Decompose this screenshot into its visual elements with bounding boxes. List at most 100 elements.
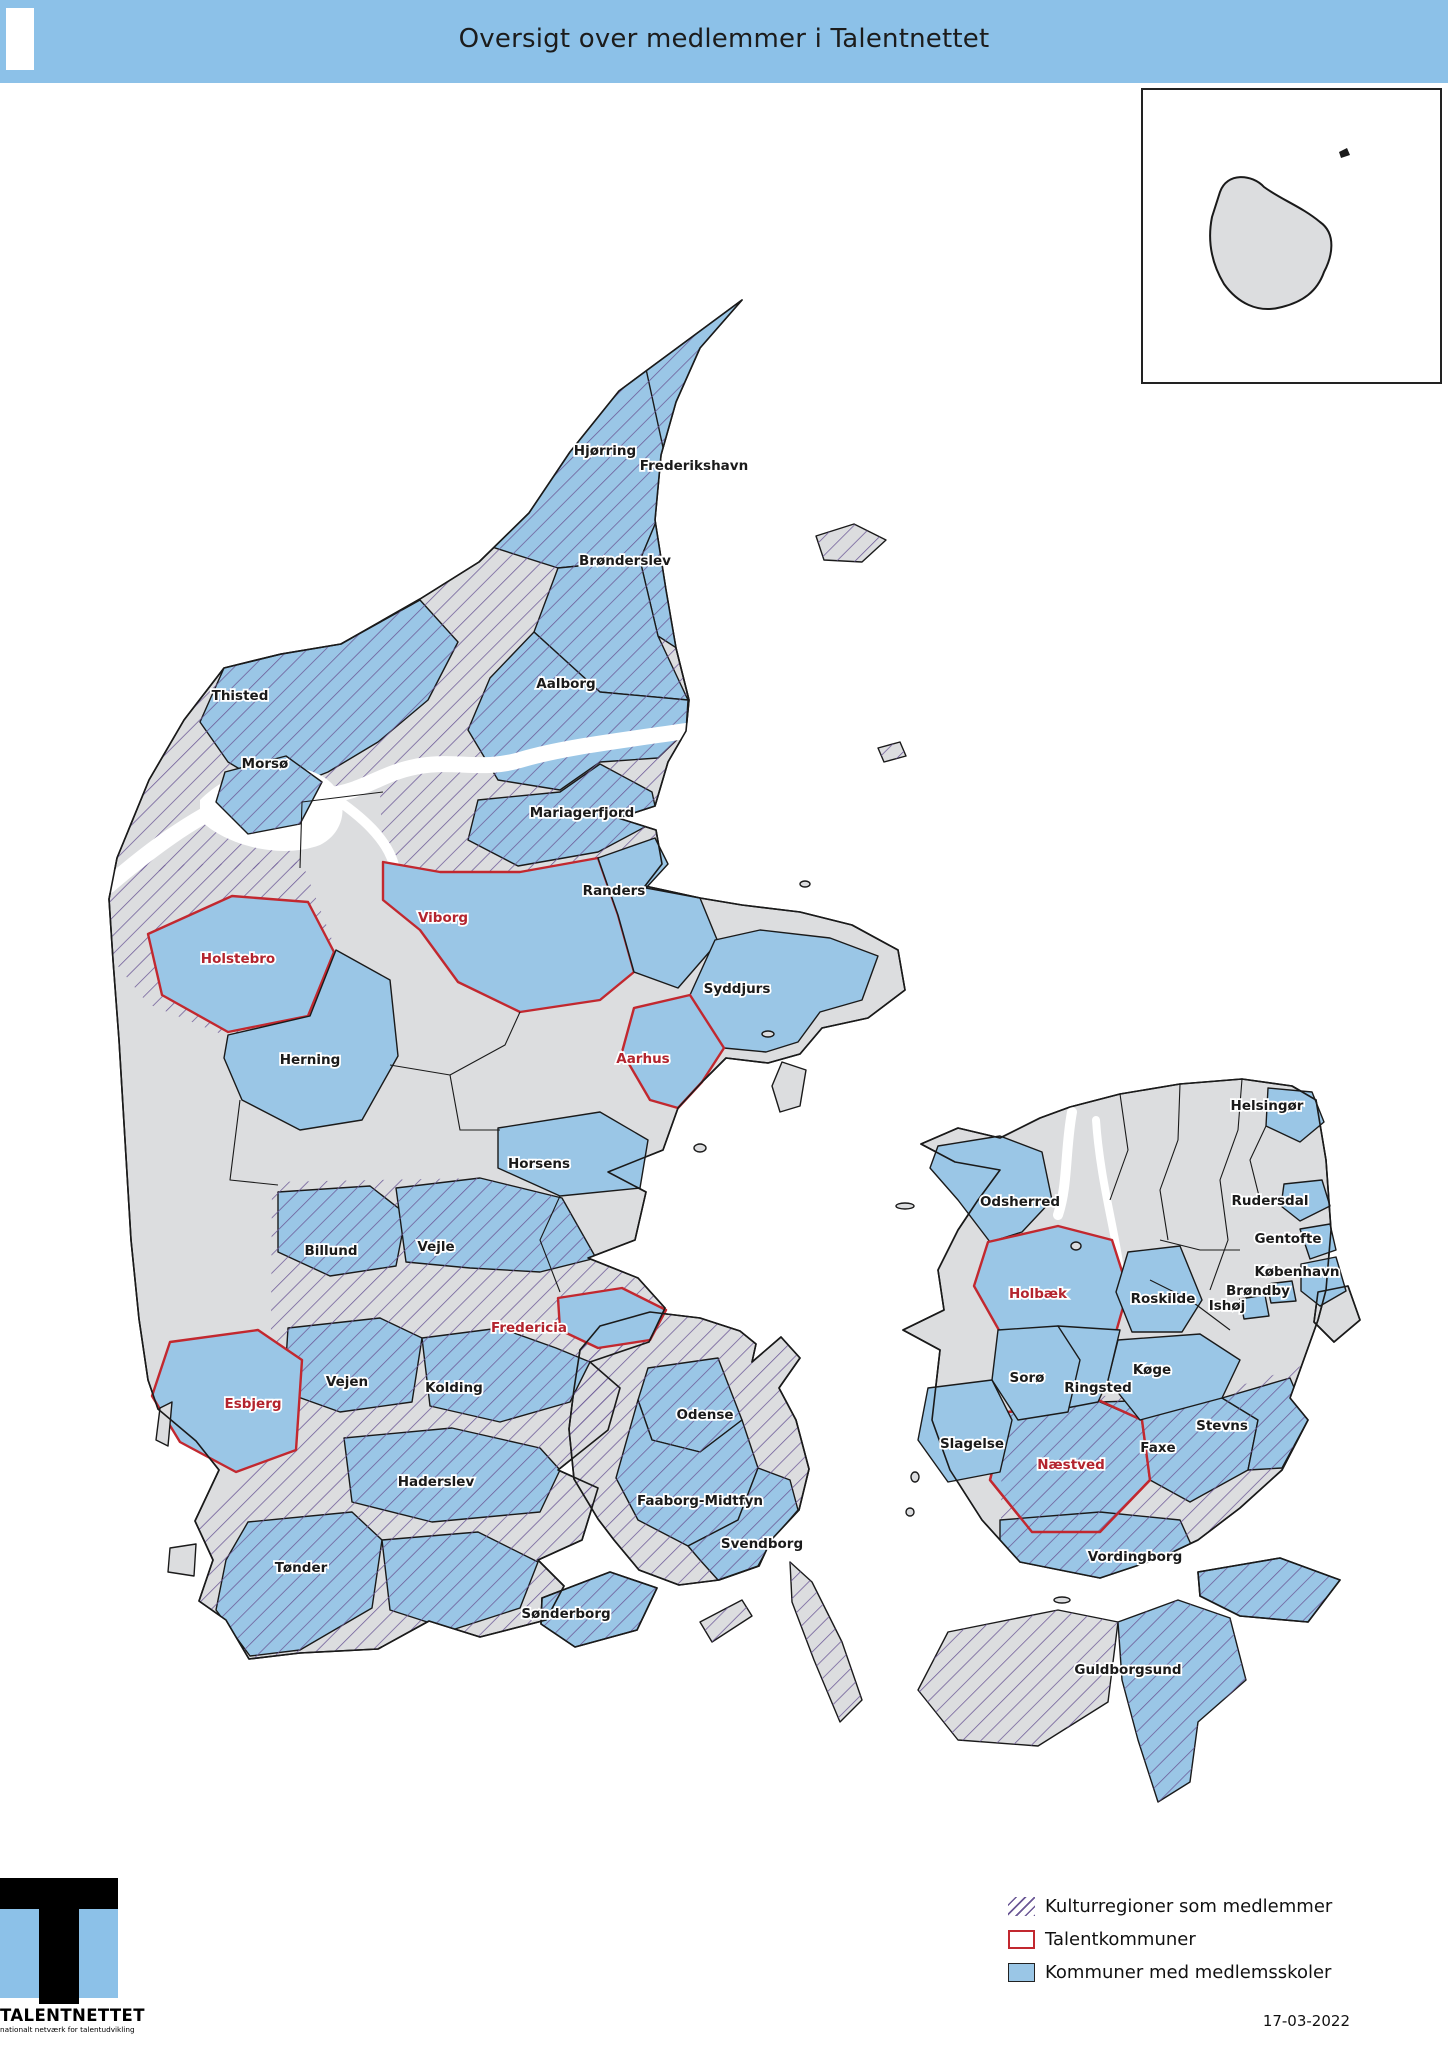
ertholmene-islet [1339, 148, 1350, 158]
map-label-ringsted: Ringsted [1064, 1380, 1132, 1396]
municipality-syddjurs [689, 929, 879, 1053]
municipality-slagelse [917, 1379, 1013, 1483]
map-label-slagelse: Slagelse [940, 1436, 1004, 1452]
island-laesoe-hatch [816, 524, 886, 562]
map-label-k-ge: Køge [1133, 1362, 1171, 1378]
hatch-south-zealand [1000, 1360, 1345, 1622]
border-line [299, 791, 384, 869]
map-label-herning: Herning [280, 1052, 341, 1068]
border-line [1249, 1125, 1267, 1201]
map-label-gentofte: Gentofte [1254, 1231, 1321, 1247]
map-label-guldborgsund: Guldborgsund [1074, 1662, 1181, 1678]
islet-tunoe [761, 1030, 775, 1038]
map-label-rudersdal: Rudersdal [1232, 1193, 1309, 1209]
jutland-coast [108, 299, 906, 1660]
map-label-aarhus: Aarhus [616, 1051, 669, 1067]
map-label-fredericia: Fredericia [491, 1320, 567, 1336]
border-line [1159, 1083, 1181, 1241]
border-line [1109, 1093, 1129, 1201]
hatch-north-jutland [109, 300, 760, 872]
talentnettet-logo: TALENTNETTET nationalt netværk for talen… [0, 1878, 145, 2034]
map-label-kolding: Kolding [425, 1380, 483, 1396]
map-label-randers: Randers [583, 883, 646, 899]
map-label-s-nderborg: Sønderborg [521, 1606, 610, 1622]
plain-member-layer [146, 837, 1347, 1483]
map-label-horsens: Horsens [508, 1156, 570, 1172]
municipality-morsoe-hatch [216, 756, 322, 834]
funen-coast [568, 1311, 810, 1586]
islet-endelave [693, 1143, 707, 1153]
islet-sejeroe [895, 1202, 915, 1210]
map-label-vejen: Vejen [326, 1374, 368, 1390]
title-bar: Oversigt over medlemmer i Talentnettet [0, 0, 1448, 83]
bornholm-island [1209, 176, 1333, 310]
map-label-svendborg: Svendborg [721, 1536, 803, 1552]
border-line [1159, 1239, 1240, 1251]
inner-border-layer [229, 791, 1267, 1331]
logo-mark-icon [0, 1878, 118, 2004]
map-label-odense: Odense [676, 1407, 733, 1423]
municipality-helsingoer [1265, 1087, 1325, 1143]
municipality-ishoej [1239, 1294, 1270, 1320]
border-line [539, 1195, 561, 1293]
legend-item-culture-regions: Kulturregioner som medlemmer [1008, 1890, 1332, 1923]
map-label-mariagerfjord: Mariagerfjord [530, 805, 635, 821]
municipality-koebenhavn [1300, 1256, 1347, 1307]
municipality-holbaek [972, 1224, 1130, 1344]
hatch-swatch-icon [1008, 1897, 1035, 1916]
map-label-holstebro: Holstebro [201, 951, 275, 967]
islet-agersoe [910, 1471, 920, 1483]
border-line [389, 1011, 521, 1076]
border-line [449, 1074, 500, 1131]
legend-item-talent-municipalities: Talentkommuner [1008, 1923, 1332, 1956]
island-roemoe [167, 1543, 197, 1577]
logo-tagline: nationalt netværk for talentudvikling [0, 2025, 135, 2034]
map-label-odsherred: Odsherred [980, 1194, 1060, 1210]
map-label-holb-k: Holbæk [1009, 1286, 1068, 1302]
bornholm-inset [1141, 88, 1442, 384]
map-label-haderslev: Haderslev [398, 1474, 475, 1490]
isefjord [1053, 1107, 1077, 1220]
page-title: Oversigt over medlemmer i Talentnettet [458, 24, 990, 54]
islet-omoe [905, 1507, 915, 1517]
map-label-syddjurs: Syddjurs [704, 981, 771, 997]
map-label-frederikshavn: Frederikshavn [640, 458, 748, 474]
municipality-herning [223, 949, 399, 1131]
bornholm-map [1209, 148, 1350, 310]
island-layer [155, 523, 1247, 1803]
zealand-coast [902, 1078, 1361, 1623]
map-label-faxe: Faxe [1140, 1440, 1175, 1456]
map-label-helsing-r: Helsingør [1231, 1098, 1304, 1114]
talent-swatch-icon [1008, 1930, 1035, 1949]
border-line [1149, 1279, 1231, 1331]
municipality-gentofte [1299, 1223, 1337, 1260]
border-line [1209, 1078, 1243, 1291]
map-label-br-nderslev: Brønderslev [579, 553, 671, 569]
map-label-hj-rring: Hjørring [574, 443, 636, 459]
island-langeland-hatch [790, 1562, 862, 1722]
island-aeroe-hatch [700, 1600, 752, 1642]
logo-t-bar [0, 1878, 118, 1909]
map-label-t-nder: Tønder [275, 1560, 328, 1576]
legend-label: Kulturregioner som medlemmer [1045, 1896, 1333, 1917]
map-label-roskilde: Roskilde [1131, 1291, 1196, 1307]
map-label-viborg: Viborg [418, 910, 468, 926]
municipality-guldborgsund-hatch [1118, 1600, 1246, 1802]
coastline-layer [108, 299, 1361, 1660]
morsoe-group [215, 755, 323, 835]
map-label-faaborg-midtfyn: Faaborg-Midtfyn [637, 1493, 763, 1509]
island-fanoe [155, 1401, 173, 1447]
map-label-br-ndby: Brøndby [1226, 1283, 1290, 1299]
map-label-billund: Billund [304, 1243, 357, 1259]
map-label-thisted: Thisted [212, 688, 269, 704]
municipality-viborg [381, 856, 636, 1014]
islet-fejoe [1053, 1596, 1071, 1604]
municipality-randers [597, 837, 719, 989]
municipality-broendby [1266, 1280, 1297, 1304]
municipality-holstebro [146, 894, 336, 1034]
logo-name: TALENTNETTET [0, 2006, 145, 2025]
member-swatch-icon [1008, 1963, 1035, 1982]
